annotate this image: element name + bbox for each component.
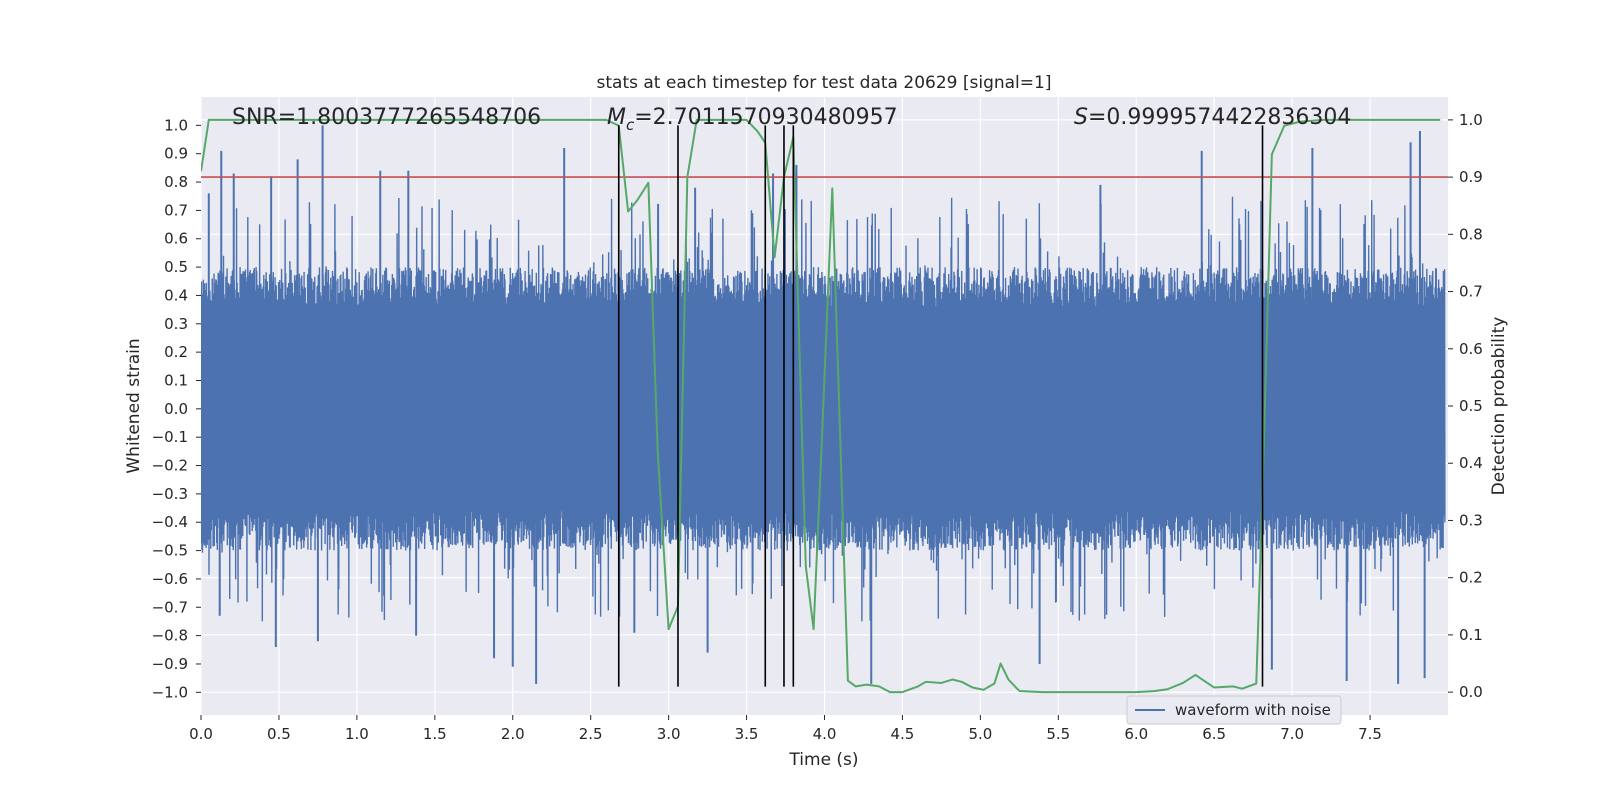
right-y-tick-label: 0.4 bbox=[1459, 454, 1483, 472]
left-y-tick-label: −0.9 bbox=[152, 655, 188, 673]
right-y-tick-label: 0.8 bbox=[1459, 225, 1483, 243]
left-y-tick-label: 1.0 bbox=[164, 116, 188, 134]
left-y-tick-label: 0.2 bbox=[164, 343, 188, 361]
left-y-tick-label: 0.3 bbox=[164, 315, 188, 333]
mc-subscript: c bbox=[626, 116, 635, 134]
left-y-tick-label: −0.4 bbox=[152, 513, 188, 531]
right-y-tick-label: 0.5 bbox=[1459, 397, 1483, 415]
mc-value: =2.7011570930480957 bbox=[634, 105, 897, 130]
left-y-tick-label: 0.5 bbox=[164, 258, 188, 276]
x-tick-label: 2.0 bbox=[501, 725, 525, 743]
s-value: =0.9999574422836304 bbox=[1088, 105, 1351, 130]
left-y-tick-label: −1.0 bbox=[152, 683, 188, 701]
right-y-tick-label: 0.1 bbox=[1459, 626, 1483, 644]
x-tick-label: 5.0 bbox=[968, 725, 992, 743]
left-y-tick-label: −0.3 bbox=[152, 485, 188, 503]
x-tick-label: 6.0 bbox=[1124, 725, 1148, 743]
x-tick-label: 3.5 bbox=[735, 725, 759, 743]
x-tick-label: 4.5 bbox=[891, 725, 915, 743]
mc-symbol: M bbox=[607, 105, 626, 130]
s-symbol: S bbox=[1074, 105, 1088, 130]
left-y-tick-label: −0.5 bbox=[152, 542, 188, 560]
x-axis-ticks: 0.0 0.5 1.0 1.5 2.0 2.5 3.0 3.5 4.0 4.5 5.0 5.5 6.0 6… bbox=[189, 715, 1382, 743]
left-y-tick-label: −0.7 bbox=[152, 598, 188, 616]
x-tick-label: 4.0 bbox=[813, 725, 837, 743]
x-tick-label: 0.5 bbox=[267, 725, 291, 743]
left-y-tick-label: −0.6 bbox=[152, 570, 188, 588]
x-tick-label: 5.5 bbox=[1046, 725, 1070, 743]
x-axis-label: Time (s) bbox=[788, 750, 858, 770]
x-tick-label: 1.0 bbox=[345, 725, 369, 743]
legend-box bbox=[1126, 695, 1342, 725]
detection-probability-series bbox=[201, 118, 1441, 694]
left-y-tick-label: 0.1 bbox=[164, 371, 188, 389]
left-y-tick-label: 0.9 bbox=[164, 145, 188, 163]
right-y-axis-ticks: 1.0 0.9 0.8 0.7 0.6 0.5 0.4 0.3 0.2 0.1 0.0 bbox=[1448, 111, 1483, 701]
left-y-tick-label: 0.8 bbox=[164, 173, 188, 191]
x-tick-label: 7.0 bbox=[1280, 725, 1304, 743]
chirp-mass-annotation: Mc=2.7011570930480957 bbox=[607, 105, 898, 134]
legend-label: waveform with noise bbox=[1175, 701, 1331, 719]
right-y-tick-label: 0.7 bbox=[1459, 283, 1483, 301]
left-y-tick-label: 0.6 bbox=[164, 230, 188, 248]
right-y-axis-label: Detection probability bbox=[1489, 317, 1509, 496]
left-y-tick-label: −0.1 bbox=[152, 428, 188, 446]
detection-probability-line bbox=[201, 118, 1441, 694]
right-y-tick-label: 0.2 bbox=[1459, 569, 1483, 587]
left-y-tick-label: 0.4 bbox=[164, 286, 188, 304]
x-tick-label: 2.5 bbox=[579, 725, 603, 743]
snr-annotation: SNR=1.8003777265548706 bbox=[232, 105, 541, 130]
left-y-axis-label: Whitened strain bbox=[124, 338, 144, 473]
legend: waveform with noise bbox=[1126, 695, 1342, 725]
left-y-tick-label: −0.2 bbox=[152, 457, 188, 475]
x-tick-label: 1.5 bbox=[423, 725, 447, 743]
left-y-tick-label: 0.7 bbox=[164, 201, 188, 219]
x-tick-label: 3.0 bbox=[657, 725, 681, 743]
right-y-tick-label: 0.6 bbox=[1459, 340, 1483, 358]
x-tick-label: 0.0 bbox=[189, 725, 213, 743]
right-y-tick-label: 0.3 bbox=[1459, 511, 1483, 529]
signal-score-annotation: S=0.9999574422836304 bbox=[1074, 105, 1351, 130]
left-y-axis-ticks: 1.0 0.9 0.8 0.7 0.6 0.5 0.4 0.3 0.2 0.1 0.0 −0.1 −0.… bbox=[152, 116, 201, 701]
left-y-tick-label: 0.0 bbox=[164, 400, 188, 418]
left-y-tick-label: −0.8 bbox=[152, 627, 188, 645]
right-y-tick-label: 0.9 bbox=[1459, 168, 1483, 186]
chart-title: stats at each timestep for test data 206… bbox=[597, 73, 1052, 93]
vertical-markers bbox=[617, 125, 1264, 687]
right-y-tick-label: 0.0 bbox=[1459, 683, 1483, 701]
x-tick-label: 6.5 bbox=[1202, 725, 1226, 743]
x-tick-label: 7.5 bbox=[1358, 725, 1382, 743]
right-y-tick-label: 1.0 bbox=[1459, 111, 1483, 129]
